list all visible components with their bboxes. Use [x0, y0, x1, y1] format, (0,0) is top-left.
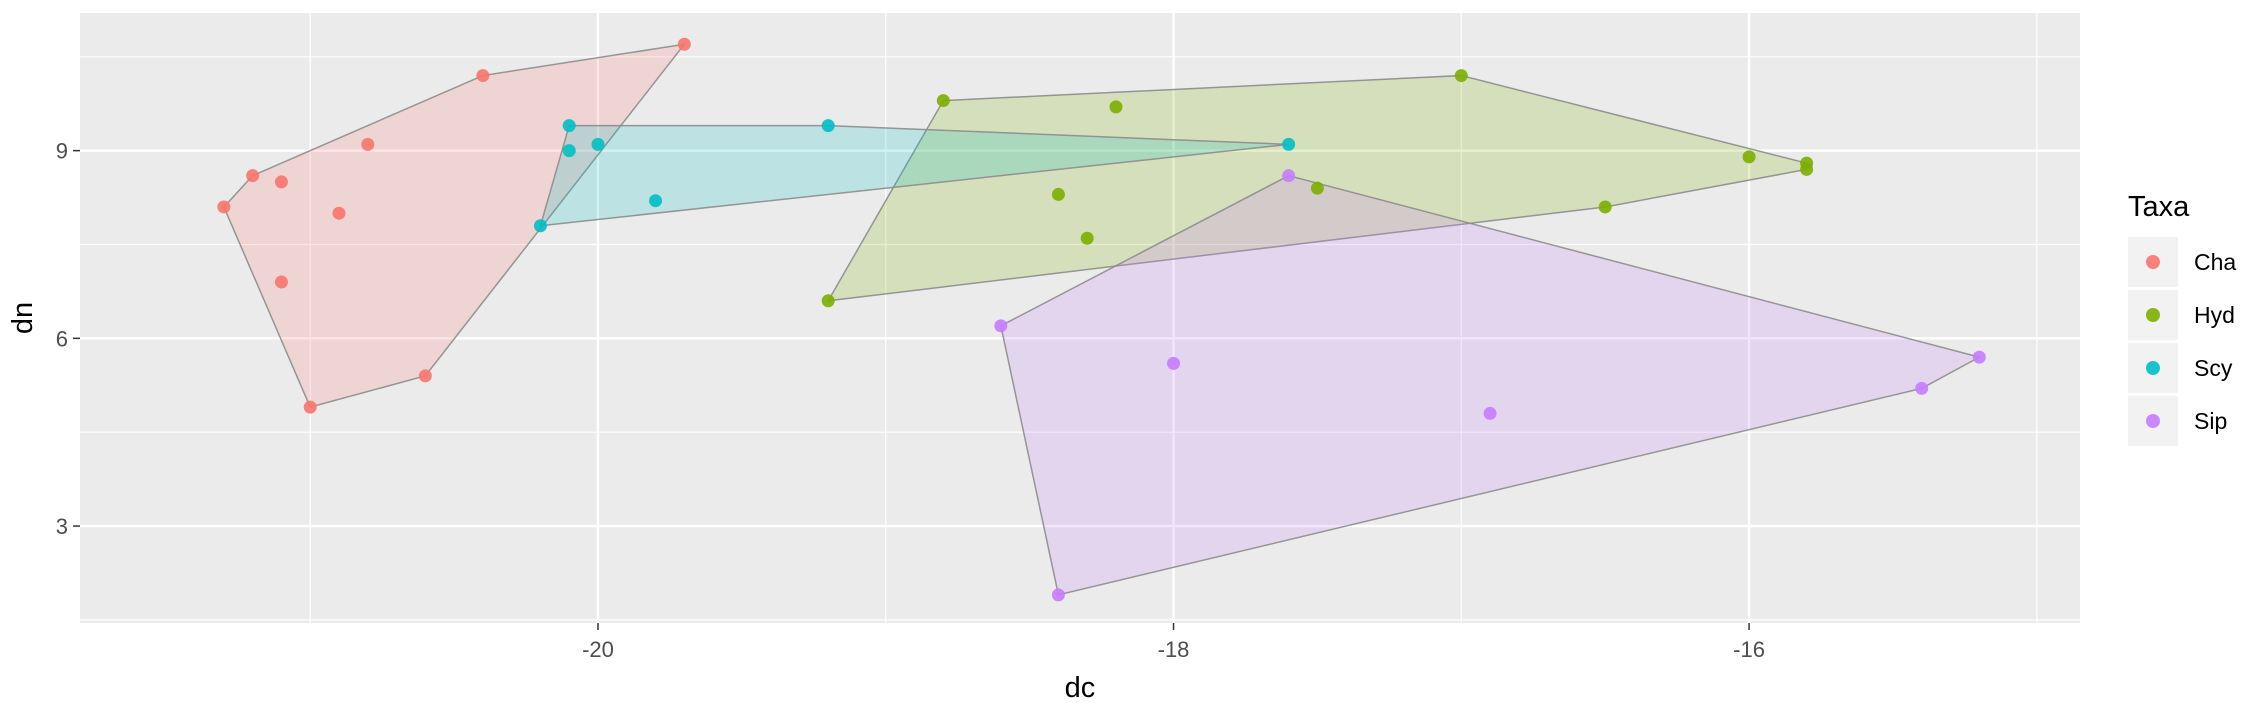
point-cha: [361, 137, 375, 151]
hull-polygons: [223, 43, 1982, 596]
point-hyd: [1598, 200, 1612, 214]
point-cha: [418, 369, 432, 383]
x-axis: -20 -18 -16: [582, 623, 1765, 662]
legend-marker-hyd: [2146, 308, 2160, 322]
point-sip: [1915, 381, 1929, 395]
y-axis: 3 6 9: [56, 139, 80, 539]
point-sip: [1051, 588, 1065, 602]
plot-panel: [80, 13, 2080, 623]
point-cha: [476, 69, 490, 83]
y-tick-label: 3: [56, 514, 68, 539]
x-tick-label: -16: [1733, 637, 1765, 662]
x-axis-title: dc: [1065, 672, 1096, 704]
point-hyd: [1109, 100, 1123, 114]
point-scy: [591, 137, 605, 151]
y-tick-label: 9: [56, 139, 68, 164]
legend-label-cha: Cha: [2194, 249, 2236, 275]
y-axis-title: dn: [7, 302, 39, 334]
legend-label-sip: Sip: [2194, 408, 2227, 434]
point-hyd: [1051, 187, 1065, 201]
major-gridlines: [80, 13, 2080, 623]
hull-sip: [1000, 174, 1982, 596]
point-scy: [649, 194, 663, 208]
point-hyd: [1454, 69, 1468, 83]
legend-title: Taxa: [2128, 191, 2190, 223]
minor-gridlines: [80, 13, 2080, 623]
point-cha: [246, 169, 260, 183]
point-sip: [1167, 356, 1181, 370]
point-scy: [562, 119, 576, 133]
point-cha: [332, 206, 346, 220]
point-hyd: [1080, 231, 1094, 245]
point-scy: [821, 119, 835, 133]
legend-marker-scy: [2146, 361, 2160, 375]
x-tick-label: -18: [1158, 637, 1190, 662]
legend-label-scy: Scy: [2194, 355, 2233, 381]
x-tick-label: -20: [582, 637, 614, 662]
point-scy: [533, 219, 547, 233]
point-cha: [217, 200, 231, 214]
legend-marker-cha: [2146, 255, 2160, 269]
point-sip: [1282, 169, 1296, 183]
y-tick-label: 6: [56, 326, 68, 351]
point-sip: [1483, 406, 1497, 420]
point-hyd: [936, 94, 950, 108]
point-scy: [562, 144, 576, 158]
point-sip: [1972, 350, 1986, 364]
data-points: [217, 37, 1986, 602]
point-cha: [303, 400, 317, 414]
legend-marker-sip: [2146, 414, 2160, 428]
point-cha: [677, 37, 691, 51]
legend: Taxa Cha Hyd Scy Sip: [2128, 191, 2236, 446]
point-cha: [274, 175, 288, 189]
point-hyd: [1310, 181, 1324, 195]
point-sip: [994, 319, 1008, 333]
legend-label-hyd: Hyd: [2194, 302, 2235, 328]
point-hyd: [1742, 150, 1756, 164]
point-hyd: [1800, 162, 1814, 176]
point-scy: [1282, 137, 1296, 151]
point-hyd: [821, 294, 835, 308]
point-cha: [274, 275, 288, 289]
